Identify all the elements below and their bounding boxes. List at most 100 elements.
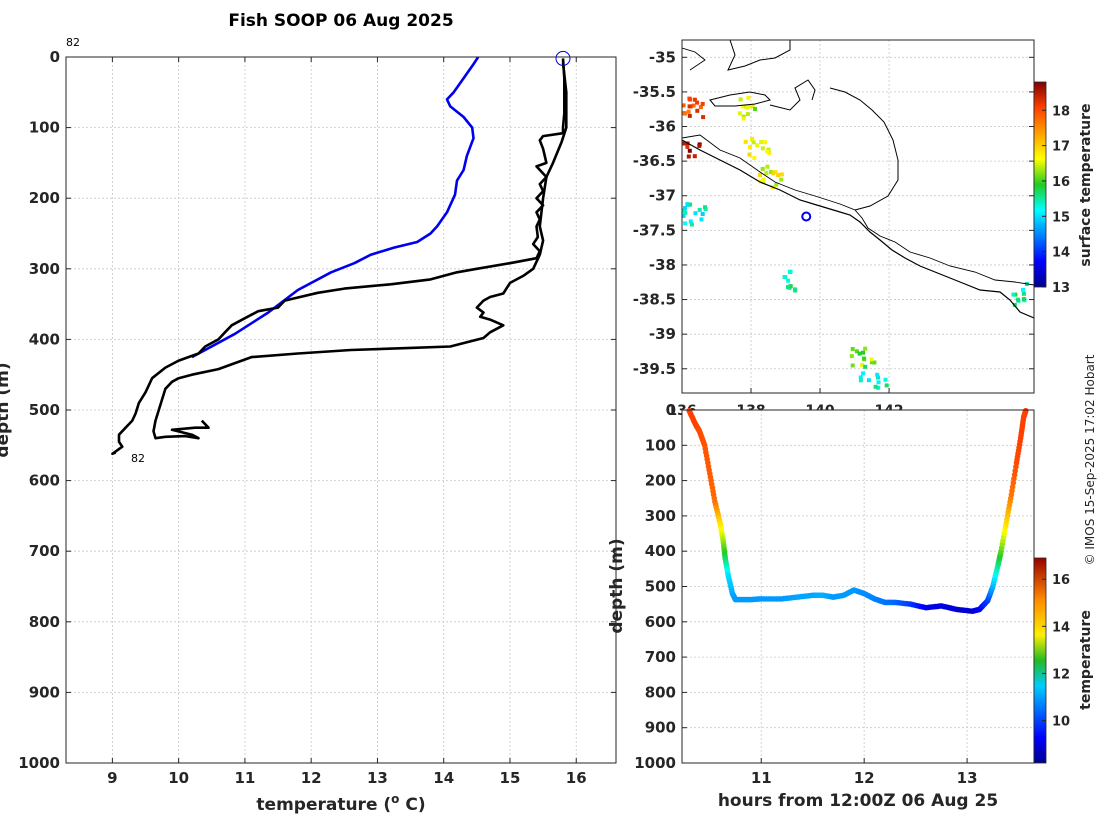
sst-pixel (682, 111, 687, 116)
sst-pixel (687, 104, 692, 109)
profile-x-tick-label: 9 (107, 769, 117, 787)
figure-title: Fish SOOP 06 Aug 2025 (228, 11, 453, 31)
profile-y-tick-label: 300 (29, 260, 60, 278)
sst-pixel (749, 104, 754, 109)
depth-time-plot: 11 12 13 0 100 200 300 400 500 600 700 800 900 1000 1… (607, 401, 1094, 811)
map-island (709, 91, 771, 107)
sst-pixel (676, 103, 680, 107)
sst-pixel (738, 97, 743, 102)
map-colorbar-tick-label: 14 (1052, 246, 1070, 261)
sst-pixel (699, 217, 704, 222)
sst-pixel (687, 113, 692, 118)
sst-pixel (748, 145, 752, 150)
sst-pixel (869, 360, 874, 365)
profile-axes-background (66, 57, 616, 763)
sst-pixel (682, 103, 686, 108)
temperature-colorbar-label: temperature (1078, 610, 1094, 710)
sst-pixel (746, 95, 751, 100)
sst-pixel (876, 385, 881, 390)
depth-time-gridlines (682, 409, 1034, 764)
profile-x-axis-label: temperature (o C) (256, 792, 425, 815)
sst-pixel (771, 171, 776, 176)
sst-pixel (869, 357, 874, 362)
map-shelf-line (682, 134, 1034, 286)
map-y-tick-label: -35 (649, 48, 676, 66)
sst-pixel (765, 149, 770, 154)
depth-time-y-tick-label: 800 (645, 683, 676, 701)
sst-pixel (676, 157, 680, 161)
sst-map: 136138140142-35-35.5-36-36.5-37-37.5-38-… (633, 39, 1094, 419)
profile-y-axis-label: depth (m) (0, 362, 13, 457)
sst-pixel (740, 104, 745, 109)
sst-pixel (695, 100, 700, 105)
sst-pixel (786, 278, 791, 283)
blue-profile-line (191, 56, 480, 359)
sst-pixel (682, 141, 686, 146)
sst-pixel (872, 360, 877, 365)
profile-ticks: 9 10 11 12 13 14 15 16 0 100 200 300 400 500 600 700 800… (18, 48, 616, 787)
sst-pixel (677, 141, 681, 145)
sst-pixel (788, 270, 792, 274)
sst-pixel (685, 144, 690, 149)
sst-pixel (686, 154, 691, 159)
sst-pixel (687, 148, 692, 153)
map-sst-patches (676, 95, 1029, 390)
map-coast-north (682, 47, 706, 71)
sst-pixel (698, 105, 703, 110)
temperature-colorbar (1033, 557, 1047, 764)
sst-pixel (703, 205, 707, 210)
sst-pixel (1021, 287, 1025, 292)
profile-x-tick-label: 15 (500, 769, 521, 787)
map-colorbar-ticks: 13 14 15 16 17 18 (1042, 104, 1070, 296)
temperature-colorbar-tick-label: 14 (1052, 620, 1070, 635)
sst-pixel (759, 140, 764, 144)
profile-x-axis-label-end: C) (399, 795, 425, 815)
sst-pixel (688, 219, 693, 224)
sst-pixel (857, 351, 862, 356)
depth-time-y-tick-label: 0 (666, 401, 676, 419)
map-ticks: 136138140142-35-35.5-36-36.5-37-37.5-38-… (633, 48, 1034, 419)
profile-x-tick-label: 11 (234, 769, 255, 787)
profile-annotation-top: 82 (66, 36, 80, 49)
profile-x-tick-label: 10 (168, 769, 189, 787)
credit-text: © IMOS 15-Sep-2025 17:02 Hobart (1083, 354, 1097, 565)
map-y-tick-label: -37 (649, 187, 676, 205)
sst-pixel (850, 363, 855, 368)
sst-pixel (860, 362, 865, 367)
map-ship-marker (801, 211, 812, 222)
sst-pixel (683, 221, 688, 226)
profile-y-tick-label: 600 (29, 472, 60, 490)
profile-x-axis-label-main: temperature ( (256, 795, 391, 815)
sst-pixel (689, 222, 694, 227)
temperature-colorbar-tick-label: 12 (1052, 667, 1070, 682)
sst-pixel (767, 150, 772, 155)
sst-pixel (693, 211, 698, 216)
map-y-tick-label: -38.5 (633, 291, 676, 309)
sst-pixel (760, 166, 765, 171)
profile-lines (111, 56, 568, 456)
sst-pixel (788, 284, 793, 289)
profile-x-tick-label: 12 (301, 769, 322, 787)
sst-pixel (854, 349, 859, 354)
profile-x-tick-label: 14 (433, 769, 454, 787)
sst-pixel (760, 146, 765, 151)
sst-pixel (686, 109, 691, 114)
sst-pixel (682, 206, 687, 211)
map-colorbar-tick-label: 17 (1052, 140, 1070, 155)
profile-y-tick-label: 400 (29, 330, 60, 348)
sst-pixel (863, 346, 868, 351)
profile-y-tick-label: 0 (50, 48, 60, 66)
temperature-colorbar-tick-label: 16 (1052, 573, 1070, 588)
sst-pixel (697, 143, 702, 148)
sst-pixel (737, 111, 742, 116)
map-gridlines (681, 40, 1034, 393)
sst-pixel (1011, 292, 1016, 297)
sst-pixel (849, 354, 854, 359)
profile-y-tick-label: 500 (29, 401, 60, 419)
map-y-tick-label: -36 (649, 118, 676, 136)
sst-pixel (875, 372, 880, 377)
sst-pixel (758, 172, 762, 177)
map-colorbar-tick-label: 15 (1052, 210, 1070, 225)
profile-plot: 9 10 11 12 13 14 15 16 0 100 200 300 400 500 600 700 800… (0, 36, 617, 815)
